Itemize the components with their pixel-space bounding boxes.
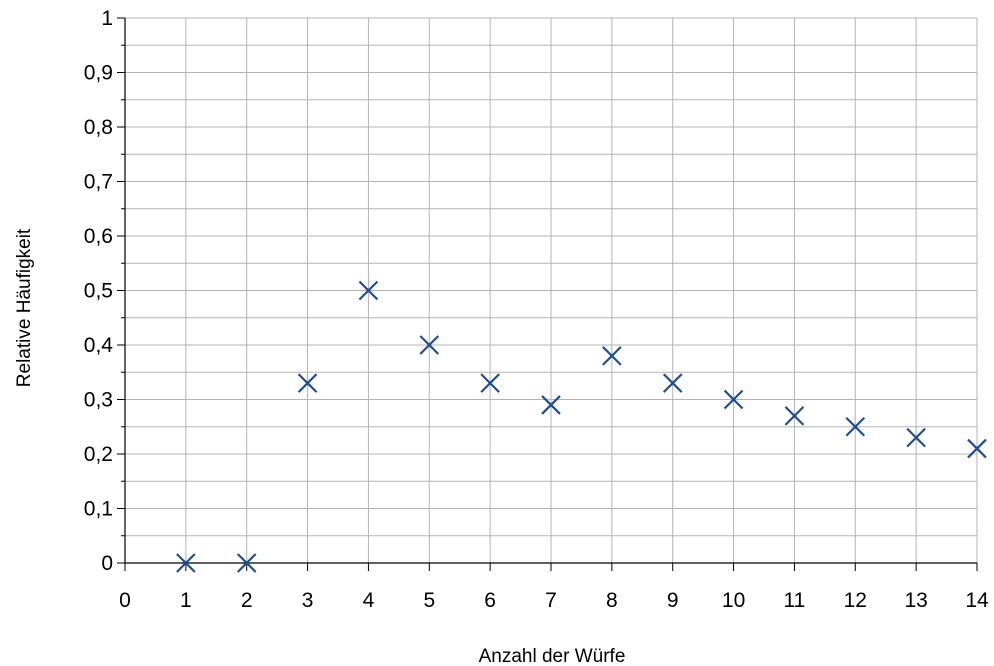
x-tick-label: 7 xyxy=(545,589,557,612)
data-point xyxy=(784,406,805,426)
x-tick-label: 8 xyxy=(606,589,618,612)
y-tick-label: 0,8 xyxy=(84,116,113,139)
grid xyxy=(124,17,978,564)
data-point-stroke xyxy=(176,553,196,573)
data-point xyxy=(541,395,561,415)
x-tick-label: 9 xyxy=(667,589,679,612)
data-point xyxy=(602,346,622,366)
y-tick-label: 0,6 xyxy=(84,225,113,248)
x-tick-label: 4 xyxy=(363,589,375,612)
y-tick-label: 0,2 xyxy=(84,443,113,466)
y-tick-label: 0,4 xyxy=(84,334,114,357)
x-tick-label: 13 xyxy=(904,589,927,612)
data-point-stroke xyxy=(236,553,257,573)
y-tick-label: 0,1 xyxy=(84,498,113,521)
x-tick-label: 6 xyxy=(484,589,496,612)
data-point-stroke xyxy=(419,335,440,355)
data-points xyxy=(176,280,987,573)
data-point xyxy=(906,427,926,448)
y-axis-label: Relative Häufigkeit xyxy=(14,228,35,387)
y-tick-label: 0,5 xyxy=(84,280,113,303)
data-point xyxy=(845,416,866,437)
y-tick-label: 0,3 xyxy=(84,389,113,412)
x-tick-labels: 0 1 2 3 4 5 6 7 8 9 10 11 12 13 14 xyxy=(119,589,989,612)
x-tick-label: 1 xyxy=(180,589,192,612)
data-point xyxy=(419,335,440,355)
data-point-stroke xyxy=(845,416,866,437)
data-point-stroke xyxy=(480,373,500,393)
x-tick-label: 0 xyxy=(119,589,131,612)
data-point xyxy=(236,553,257,573)
data-point xyxy=(480,373,500,393)
x-tick-label: 14 xyxy=(965,589,989,612)
x-tick-label: 3 xyxy=(302,589,314,612)
data-point xyxy=(662,373,683,393)
y-tick-label: 0,7 xyxy=(84,171,113,194)
data-point-stroke xyxy=(784,406,805,426)
data-point xyxy=(297,373,318,393)
x-tick-label: 11 xyxy=(784,589,806,612)
x-tick-label: 12 xyxy=(844,589,867,612)
data-point xyxy=(358,280,379,301)
data-point-stroke xyxy=(358,280,379,301)
y-tick-label: 0 xyxy=(101,552,113,575)
axes xyxy=(117,17,978,571)
data-point-stroke xyxy=(967,438,987,459)
data-point-stroke xyxy=(723,389,744,410)
data-point-stroke xyxy=(602,346,622,366)
data-point xyxy=(967,438,987,459)
x-axis-label: Anzahl der Würfe xyxy=(479,646,626,666)
x-tick-label: 5 xyxy=(423,589,435,612)
data-point-stroke xyxy=(541,395,561,415)
y-tick-label: 0,9 xyxy=(84,62,113,85)
y-tick-label: 1 xyxy=(101,7,113,30)
data-point xyxy=(176,553,196,573)
x-tick-label: 2 xyxy=(241,589,253,612)
x-tick-label: 10 xyxy=(722,589,745,612)
data-point-stroke xyxy=(906,427,926,448)
data-point-stroke xyxy=(662,373,683,393)
data-point xyxy=(723,389,744,410)
y-tick-labels: 0 0,1 0,2 0,3 0,4 0,5 0,6 0,7 0,8 0,9 1 xyxy=(84,7,114,575)
data-point-stroke xyxy=(297,373,318,393)
